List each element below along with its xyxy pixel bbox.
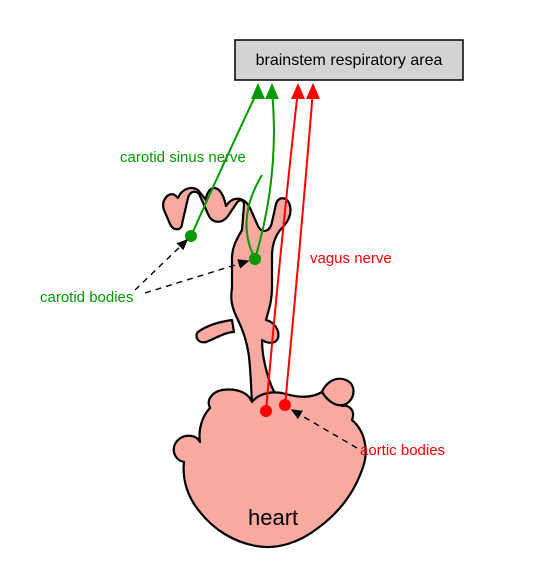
label-carotid-sinus-nerve: carotid sinus nerve [120, 149, 246, 166]
label-vagus-nerve: vagus nerve [310, 250, 392, 267]
brainstem-label: brainstem respiratory area [256, 52, 443, 69]
vagus-nerve-body-dot [260, 405, 272, 417]
label-heart: heart [248, 505, 298, 530]
vagus-nerve-path [285, 90, 313, 405]
label-carotid-bodies: carotid bodies [40, 289, 133, 306]
heart [163, 188, 366, 547]
carotid-sinus-nerve-body-dot [249, 253, 261, 265]
carotid-sinus-nerve [185, 85, 274, 265]
vagus-nerve-body-dot [279, 399, 291, 411]
label-aortic-bodies: aortic bodies [360, 442, 445, 459]
vessel-branch-left [196, 320, 234, 342]
aortic-arch [163, 188, 290, 405]
